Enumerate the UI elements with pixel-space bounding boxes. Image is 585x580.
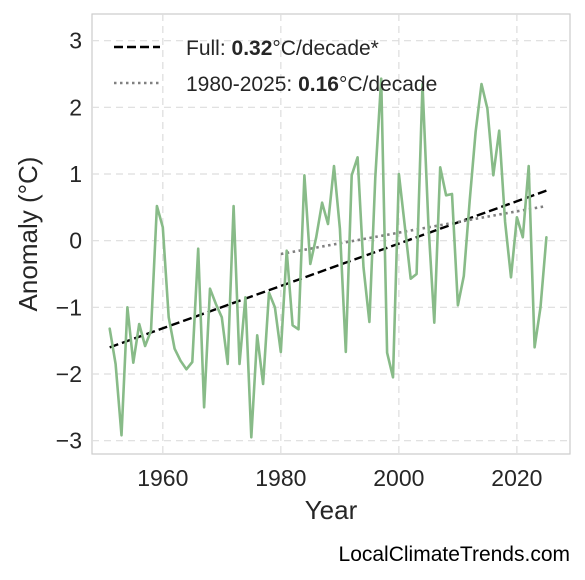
anomaly-series-line	[108, 77, 548, 439]
tick-labels: 1960 1980 2000 2020 −3 −2 −1 0 1 2 3	[56, 28, 543, 491]
legend-entry-recent: 1980-2025: 0.16°C/decade	[186, 73, 437, 96]
y-tick-label: 0	[69, 228, 82, 254]
x-tick-label: 1980	[255, 465, 306, 491]
x-tick-label: 2020	[491, 465, 542, 491]
legend: Full: 0.32°C/decade* 1980-2025: 0.16°C/d…	[114, 37, 437, 96]
x-tick-label: 2000	[373, 465, 424, 491]
y-tick-label: 2	[69, 94, 82, 120]
plot-area-background	[91, 13, 571, 455]
data-series	[108, 77, 548, 439]
y-tick-label: −1	[56, 294, 82, 320]
x-axis-label: Year	[305, 495, 358, 525]
y-tick-label: −2	[56, 361, 82, 387]
y-tick-label: −3	[56, 428, 82, 454]
x-tick-label: 1960	[137, 465, 188, 491]
grid-lines	[92, 14, 570, 454]
y-axis-label: Anomaly (°C)	[13, 157, 43, 312]
watermark-text: LocalClimateTrends.com	[339, 543, 570, 566]
y-tick-label: 3	[69, 28, 82, 54]
y-tick-label: 1	[69, 161, 82, 187]
legend-entry-full: Full: 0.32°C/decade*	[186, 37, 379, 60]
